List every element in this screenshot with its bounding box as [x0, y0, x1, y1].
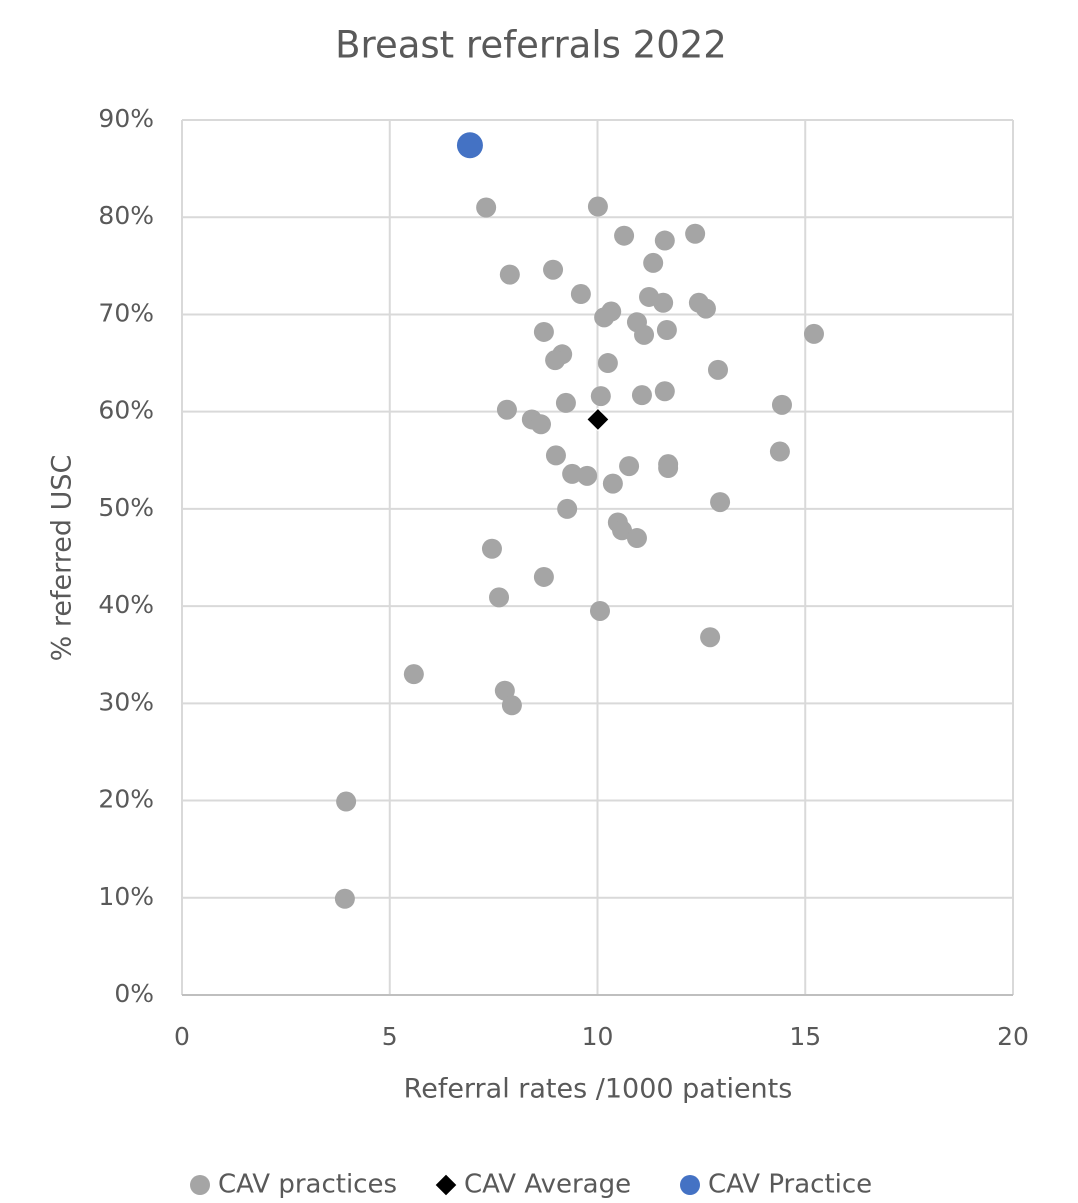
data-point	[803, 323, 824, 344]
y-axis-title: % referred USC	[47, 455, 78, 662]
data-point	[626, 528, 647, 549]
data-point	[530, 414, 551, 435]
legend-label: CAV practices	[218, 1170, 397, 1200]
data-point	[631, 385, 652, 406]
y-tick-label: 30%	[98, 687, 154, 716]
data-point	[654, 230, 675, 251]
data-point	[586, 407, 610, 432]
data-point	[643, 252, 664, 273]
y-tick-label: 90%	[98, 104, 154, 133]
data-point	[543, 259, 564, 280]
y-tick-label: 80%	[98, 201, 154, 230]
data-point	[557, 498, 578, 519]
data-point	[590, 386, 611, 407]
legend-marker	[680, 1175, 700, 1195]
y-tick-label: 40%	[98, 590, 154, 619]
data-point	[499, 264, 520, 285]
data-point	[685, 223, 706, 244]
data-point	[496, 399, 517, 420]
legend-label: CAV Practice	[708, 1170, 872, 1200]
data-point	[562, 463, 583, 484]
data-point	[602, 473, 623, 494]
data-point	[555, 392, 576, 413]
data-point	[634, 324, 655, 345]
data-point	[619, 456, 640, 477]
data-point	[771, 394, 792, 415]
data-point	[403, 664, 424, 685]
data-point	[570, 284, 591, 305]
legend-label: CAV Average	[464, 1170, 631, 1200]
data-point	[489, 587, 510, 608]
data-point	[658, 458, 679, 479]
data-point	[456, 132, 483, 159]
data-point	[769, 441, 790, 462]
y-tick-label: 20%	[98, 785, 154, 814]
x-axis-title: Referral rates /1000 patients	[404, 1074, 793, 1105]
data-point	[614, 225, 635, 246]
x-tick-label: 20	[997, 1022, 1029, 1051]
data-point	[700, 627, 721, 648]
data-point	[594, 307, 615, 328]
data-point	[545, 445, 566, 466]
y-tick-label: 50%	[98, 493, 154, 522]
chart-title: Breast referrals 2022	[335, 24, 727, 67]
data-point	[695, 298, 716, 319]
data-point	[533, 321, 554, 342]
data-point	[710, 492, 731, 513]
data-point	[587, 196, 608, 217]
data-point	[597, 353, 618, 374]
legend-marker	[190, 1175, 210, 1195]
data-point	[577, 465, 598, 486]
y-tick-label: 70%	[98, 298, 154, 327]
y-tick-label: 60%	[98, 396, 154, 425]
data-point	[533, 566, 554, 587]
data-point	[334, 888, 355, 909]
data-point	[501, 695, 522, 716]
data-point	[653, 292, 674, 313]
data-point	[656, 320, 677, 340]
y-tick-label: 0%	[114, 979, 154, 1008]
x-tick-label: 0	[174, 1022, 190, 1051]
data-point	[545, 350, 566, 371]
data-point	[654, 381, 675, 402]
data-point	[707, 359, 728, 380]
x-tick-label: 5	[382, 1022, 398, 1051]
y-tick-label: 10%	[98, 882, 154, 911]
data-point	[612, 520, 633, 541]
legend-marker	[434, 1173, 458, 1197]
data-point	[336, 791, 357, 812]
data-point	[589, 600, 610, 621]
x-tick-label: 15	[789, 1022, 821, 1051]
data-point	[476, 197, 497, 218]
data-point	[481, 538, 502, 559]
x-tick-label: 10	[582, 1022, 614, 1051]
